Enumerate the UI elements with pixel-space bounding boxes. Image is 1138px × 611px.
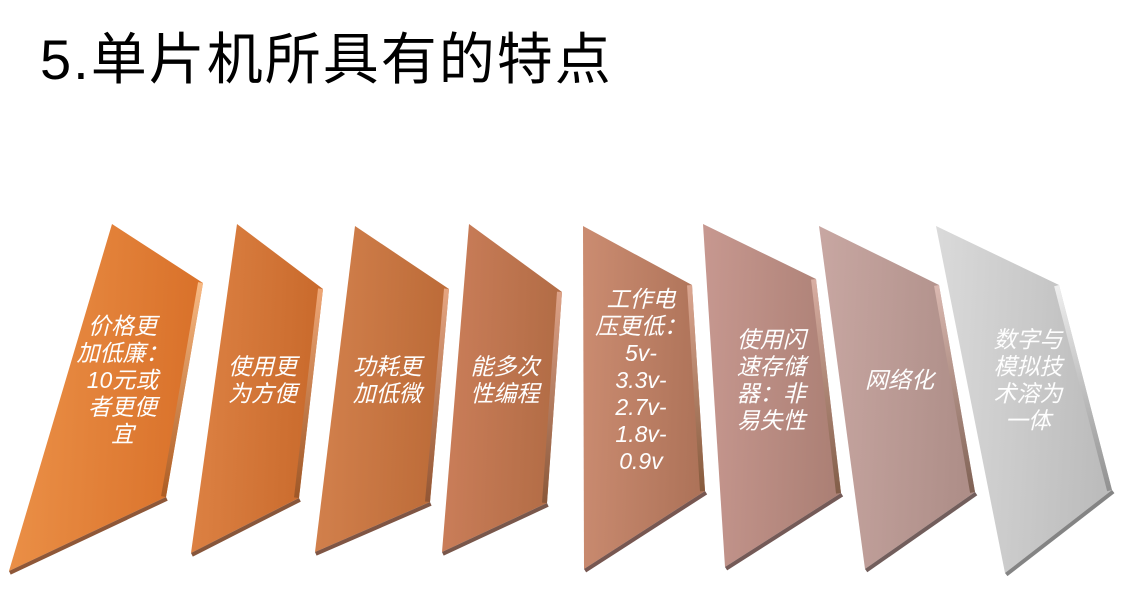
svg-text:能多次: 能多次 — [471, 354, 543, 380]
svg-text:宜: 宜 — [111, 421, 137, 447]
svg-text:术溶为: 术溶为 — [994, 381, 1065, 407]
svg-text:3.3v-: 3.3v- — [615, 367, 666, 393]
svg-text:加低微: 加低微 — [353, 381, 425, 407]
svg-text:易失性: 易失性 — [737, 408, 808, 434]
svg-text:模拟技: 模拟技 — [994, 354, 1066, 380]
svg-text:压更低：: 压更低： — [595, 313, 687, 339]
svg-text:工作电: 工作电 — [607, 286, 677, 312]
svg-text:功耗更: 功耗更 — [353, 354, 426, 380]
svg-text:者更便: 者更便 — [88, 394, 161, 420]
svg-text:为方便: 为方便 — [228, 381, 301, 407]
svg-text:性编程: 性编程 — [471, 381, 543, 407]
svg-text:5v-: 5v- — [625, 340, 657, 366]
svg-text:使用闪: 使用闪 — [737, 327, 809, 353]
svg-text:使用更: 使用更 — [228, 354, 301, 380]
svg-text:10元或: 10元或 — [87, 367, 162, 393]
svg-text:速存储: 速存储 — [737, 354, 810, 380]
svg-text:数字与: 数字与 — [994, 327, 1065, 353]
svg-text:器：非: 器：非 — [737, 381, 809, 407]
svg-text:价格更: 价格更 — [88, 313, 161, 339]
svg-text:网络化: 网络化 — [865, 367, 937, 393]
svg-text:一体: 一体 — [1005, 408, 1054, 434]
svg-text:2.7v-: 2.7v- — [614, 394, 666, 420]
svg-text:加低廉：: 加低廉： — [77, 340, 169, 366]
svg-text:0.9v: 0.9v — [619, 448, 664, 474]
svg-text:1.8v-: 1.8v- — [615, 421, 666, 447]
